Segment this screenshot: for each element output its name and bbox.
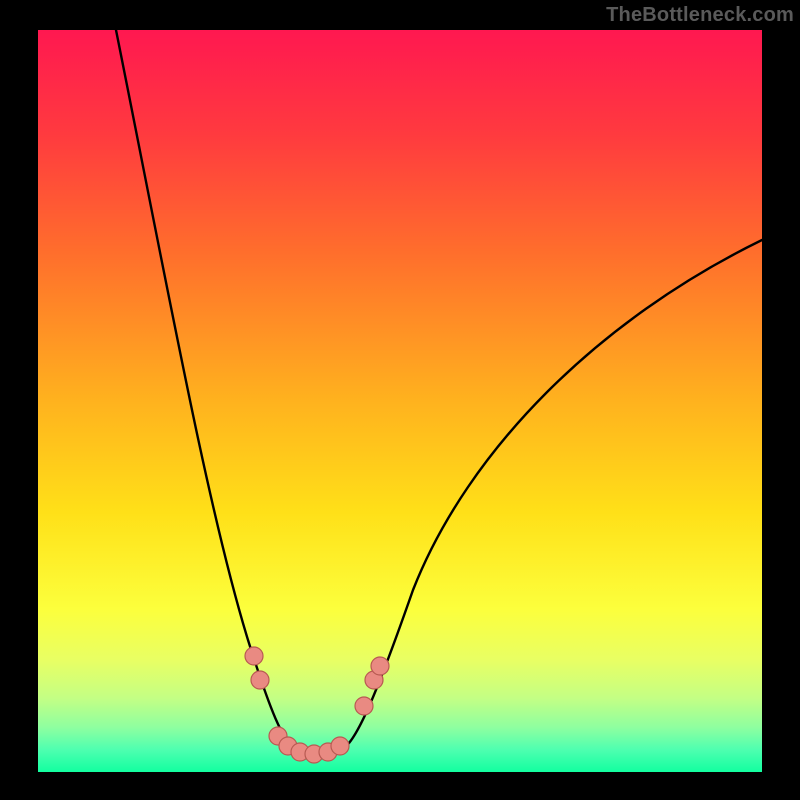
marker-point: [251, 671, 269, 689]
marker-point: [245, 647, 263, 665]
marker-point: [371, 657, 389, 675]
curve-layer: [38, 30, 762, 772]
chart-frame: TheBottleneck.com: [0, 0, 800, 800]
marker-point: [355, 697, 373, 715]
watermark-text: TheBottleneck.com: [606, 4, 794, 27]
plot-gradient-area: [38, 30, 762, 772]
marker-point: [331, 737, 349, 755]
bottleneck-curve: [116, 30, 762, 754]
